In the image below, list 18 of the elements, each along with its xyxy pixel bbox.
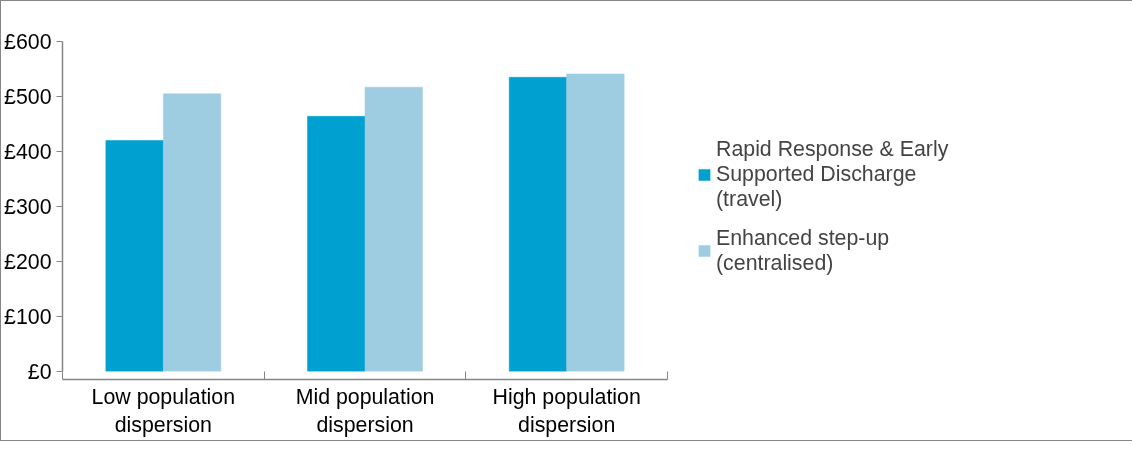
y-tick-label: £400 bbox=[4, 139, 52, 164]
bar bbox=[566, 73, 625, 372]
bar bbox=[105, 140, 164, 372]
x-tick-label: Low population dispersion bbox=[91, 384, 236, 438]
x-tick-label: High population dispersion bbox=[492, 384, 641, 438]
y-tick-label: £200 bbox=[4, 249, 52, 274]
bar bbox=[163, 93, 222, 372]
y-tick-label: £300 bbox=[4, 194, 52, 219]
legend-label: Rapid Response & Early Supported Discharge (travel) bbox=[716, 136, 949, 212]
bar bbox=[364, 86, 423, 372]
legend-label: Enhanced step-up (centralised) bbox=[716, 225, 890, 276]
bar bbox=[508, 77, 567, 372]
x-tick-label: Mid population dispersion bbox=[295, 384, 435, 438]
bar bbox=[307, 116, 366, 372]
y-tick-label: £600 bbox=[4, 29, 52, 54]
y-tick-label: £100 bbox=[4, 304, 52, 329]
y-tick-label: £500 bbox=[4, 84, 52, 109]
y-tick-label: £0 bbox=[27, 359, 52, 384]
